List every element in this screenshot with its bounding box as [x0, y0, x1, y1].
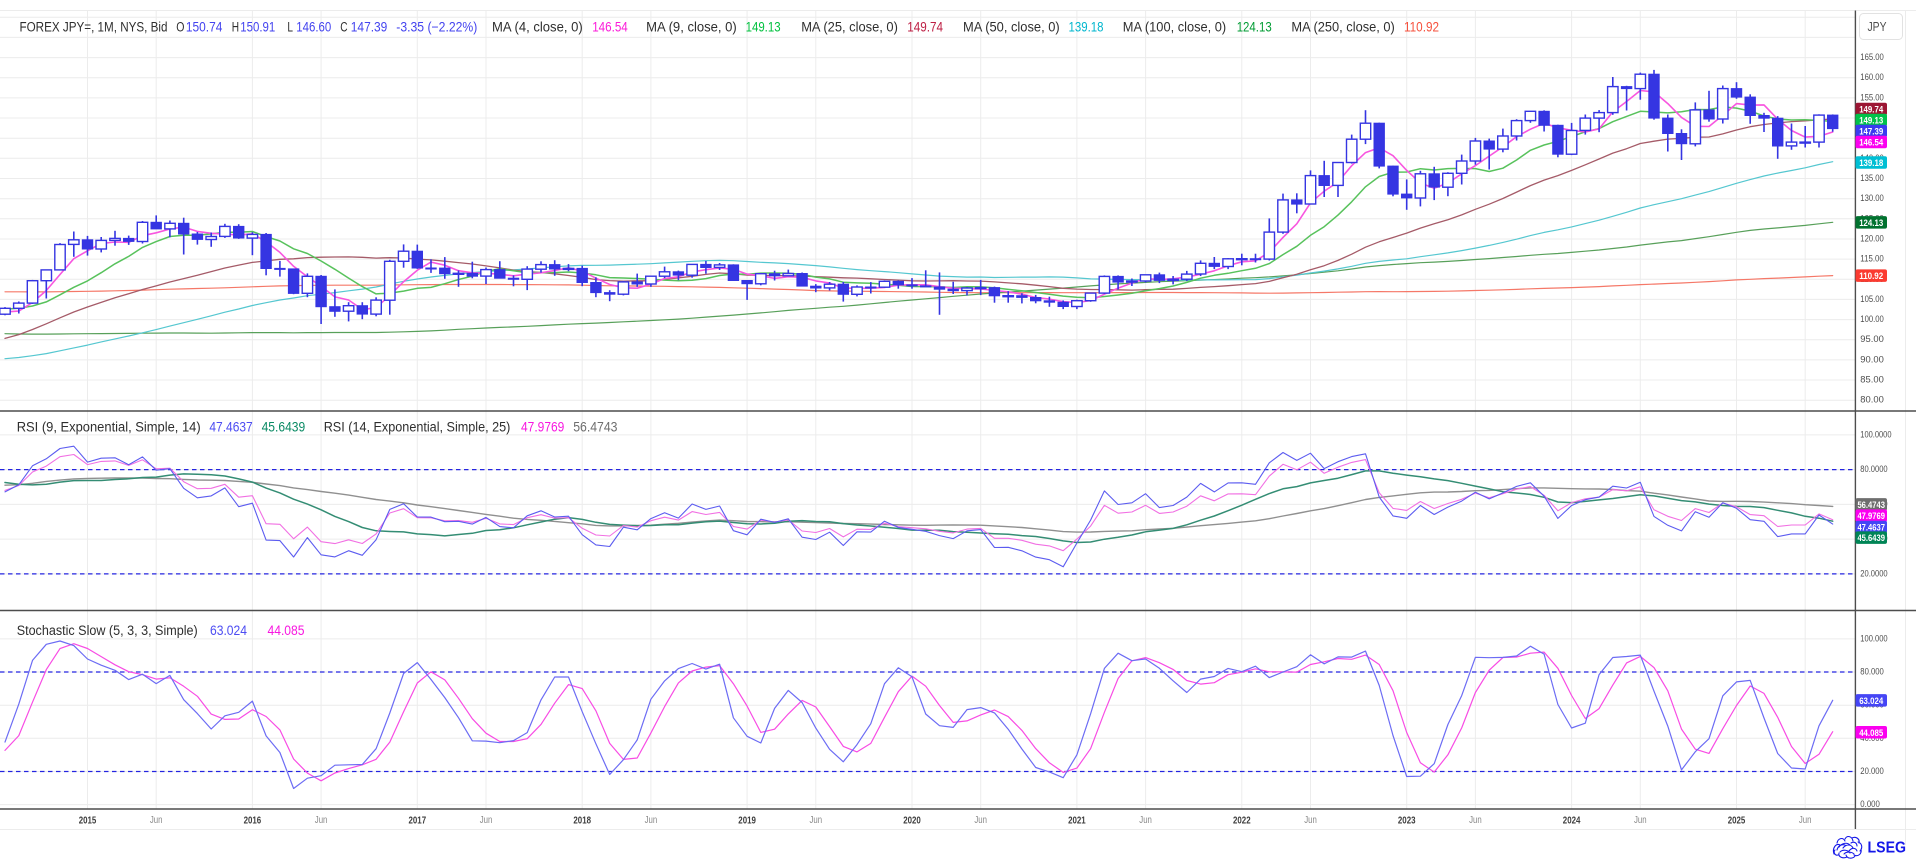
svg-text:47.4637: 47.4637	[1857, 523, 1885, 533]
svg-text:63.024: 63.024	[1859, 696, 1884, 706]
svg-text:124.13: 124.13	[1859, 218, 1883, 228]
svg-text:165.00: 165.00	[1860, 52, 1884, 63]
svg-text:MA (9, close, 0): MA (9, close, 0)	[646, 19, 737, 34]
svg-text:105.00: 105.00	[1860, 294, 1884, 305]
svg-text:115.00: 115.00	[1860, 254, 1884, 265]
svg-text:Jun: Jun	[315, 815, 328, 826]
svg-text:146.54: 146.54	[592, 19, 628, 34]
svg-text:95.00: 95.00	[1860, 334, 1884, 345]
svg-text:47.9769: 47.9769	[521, 419, 564, 434]
svg-text:Jun: Jun	[1469, 815, 1482, 826]
svg-text:O: O	[176, 19, 184, 34]
svg-text:LSEG: LSEG	[1868, 840, 1907, 857]
svg-text:44.085: 44.085	[268, 623, 305, 638]
svg-text:80.0000: 80.0000	[1860, 464, 1887, 475]
svg-text:149.74: 149.74	[907, 19, 943, 34]
svg-text:90.00: 90.00	[1860, 354, 1884, 365]
svg-text:RSI (14, Exponential, Simple,: RSI (14, Exponential, Simple, 25)	[324, 419, 511, 434]
svg-text:160.00: 160.00	[1860, 72, 1884, 83]
svg-text:MA (25, close, 0): MA (25, close, 0)	[801, 19, 898, 34]
svg-text:44.085: 44.085	[1859, 728, 1883, 738]
svg-text:45.6439: 45.6439	[262, 419, 306, 434]
svg-text:2015: 2015	[79, 815, 97, 827]
svg-text:149.74: 149.74	[1859, 105, 1884, 115]
svg-text:Stochastic Slow (5, 3, 3, Simp: Stochastic Slow (5, 3, 3, Simple)	[17, 623, 198, 638]
svg-text:Jun: Jun	[974, 815, 987, 826]
svg-text:Jun: Jun	[645, 815, 658, 826]
svg-text:Jun: Jun	[1799, 815, 1812, 826]
svg-text:H: H	[232, 19, 239, 34]
svg-text:C: C	[340, 19, 348, 34]
svg-text:Jun: Jun	[480, 815, 493, 826]
svg-text:-3.35 (−2.22%): -3.35 (−2.22%)	[396, 19, 477, 34]
svg-text:47.9769: 47.9769	[1857, 511, 1885, 521]
svg-text:2022: 2022	[1233, 815, 1251, 827]
svg-text:Jun: Jun	[1634, 815, 1647, 826]
svg-text:139.18: 139.18	[1069, 19, 1104, 34]
svg-text:2025: 2025	[1728, 815, 1746, 827]
svg-text:2016: 2016	[244, 815, 262, 827]
svg-text:124.13: 124.13	[1237, 19, 1272, 34]
svg-text:2018: 2018	[573, 815, 591, 827]
svg-text:85.00: 85.00	[1860, 375, 1884, 386]
svg-text:146.60: 146.60	[296, 19, 331, 34]
svg-text:Jun: Jun	[1139, 815, 1152, 826]
svg-text:80.00: 80.00	[1860, 395, 1884, 406]
svg-text:110.92: 110.92	[1859, 271, 1883, 281]
svg-text:149.13: 149.13	[1859, 116, 1883, 126]
svg-text:FOREX JPY=, 1M, NYS, Bid: FOREX JPY=, 1M, NYS, Bid	[20, 19, 168, 34]
svg-text:2019: 2019	[738, 815, 756, 827]
svg-text:MA (50, close, 0): MA (50, close, 0)	[963, 19, 1060, 34]
svg-text:47.4637: 47.4637	[209, 419, 252, 434]
svg-text:Jun: Jun	[810, 815, 823, 826]
svg-text:2023: 2023	[1398, 815, 1416, 827]
svg-text:2024: 2024	[1563, 815, 1581, 827]
svg-text:2021: 2021	[1068, 815, 1086, 827]
svg-text:135.00: 135.00	[1860, 173, 1884, 184]
svg-text:20.0000: 20.0000	[1860, 568, 1887, 579]
svg-text:147.39: 147.39	[1859, 127, 1883, 137]
svg-text:155.00: 155.00	[1860, 92, 1884, 103]
svg-text:100.000: 100.000	[1860, 633, 1887, 644]
svg-text:56.4743: 56.4743	[573, 419, 617, 434]
svg-text:2017: 2017	[409, 815, 427, 827]
svg-text:56.4743: 56.4743	[1857, 500, 1885, 510]
svg-text:149.13: 149.13	[746, 19, 781, 34]
svg-text:139.18: 139.18	[1859, 158, 1883, 168]
svg-text:80.000: 80.000	[1860, 667, 1884, 678]
svg-text:120.00: 120.00	[1860, 234, 1884, 245]
svg-text:RSI (9, Exponential, Simple, 1: RSI (9, Exponential, Simple, 14)	[17, 419, 201, 434]
svg-text:150.91: 150.91	[240, 19, 275, 34]
svg-text:2020: 2020	[903, 815, 921, 827]
svg-text:L: L	[287, 19, 293, 34]
svg-text:100.0000: 100.0000	[1860, 429, 1891, 440]
svg-text:150.74: 150.74	[186, 19, 223, 34]
svg-text:MA (100, close, 0): MA (100, close, 0)	[1123, 19, 1226, 34]
svg-text:Jun: Jun	[1304, 815, 1317, 826]
svg-text:130.00: 130.00	[1860, 193, 1884, 204]
svg-text:146.54: 146.54	[1859, 138, 1884, 148]
svg-text:45.6439: 45.6439	[1857, 533, 1885, 543]
svg-text:MA (250, close, 0): MA (250, close, 0)	[1291, 19, 1394, 34]
svg-text:147.39: 147.39	[351, 19, 388, 34]
svg-text:110.92: 110.92	[1404, 19, 1439, 34]
svg-text:100.00: 100.00	[1860, 314, 1884, 325]
svg-text:63.024: 63.024	[210, 623, 247, 638]
svg-text:0.000: 0.000	[1860, 799, 1880, 810]
svg-text:20.000: 20.000	[1860, 766, 1884, 777]
svg-text:JPY: JPY	[1868, 20, 1888, 34]
svg-text:Jun: Jun	[150, 815, 163, 826]
svg-text:MA (4, close, 0): MA (4, close, 0)	[492, 19, 583, 34]
